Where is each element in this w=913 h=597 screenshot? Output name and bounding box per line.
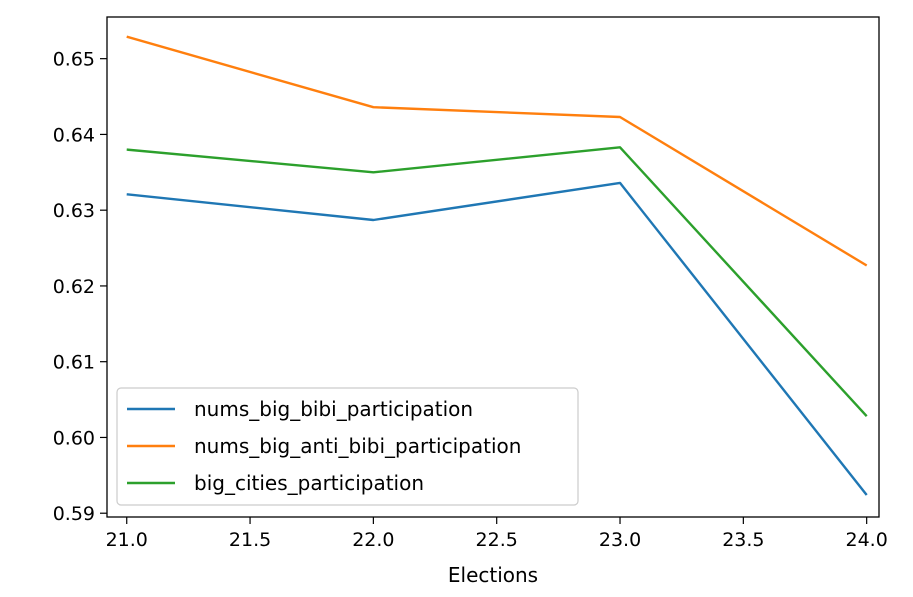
series-layer bbox=[126, 35, 868, 496]
series-line-big-cities-participation bbox=[126, 146, 868, 418]
series-line-nums-big-bibi-participation bbox=[126, 181, 868, 496]
x-tick-label: 21.5 bbox=[229, 529, 271, 551]
x-tick-label: 23.0 bbox=[599, 529, 641, 551]
x-axis-label: Elections bbox=[448, 563, 538, 587]
x-tick-label: 24.0 bbox=[846, 529, 888, 551]
legend: nums_big_bibi_participation nums_big_anti… bbox=[116, 387, 579, 506]
legend-label: nums_big_bibi_participation bbox=[194, 397, 473, 421]
y-axis-ticks: 0.59 0.60 0.61 0.62 0.63 0.64 0.65 bbox=[53, 49, 107, 525]
series-line-nums-big-anti-bibi-participation bbox=[126, 35, 868, 267]
x-tick-label: 22.5 bbox=[476, 529, 518, 551]
y-tick-label: 0.65 bbox=[53, 49, 95, 71]
y-tick-label: 0.60 bbox=[53, 427, 95, 449]
y-tick-label: 0.62 bbox=[53, 276, 95, 298]
legend-label: big_cities_participation bbox=[194, 471, 424, 495]
x-tick-label: 23.5 bbox=[722, 529, 764, 551]
legend-label: nums_big_anti_bibi_participation bbox=[194, 434, 521, 458]
x-tick-label: 21.0 bbox=[106, 529, 148, 551]
legend-box bbox=[116, 387, 579, 506]
y-tick-label: 0.59 bbox=[53, 503, 95, 525]
plot-frame bbox=[106, 16, 880, 518]
y-tick-label: 0.63 bbox=[53, 200, 95, 222]
x-axis-ticks: 21.0 21.5 22.0 22.5 23.0 23.5 24.0 bbox=[106, 517, 888, 551]
x-tick-label: 22.0 bbox=[352, 529, 394, 551]
y-tick-label: 0.61 bbox=[53, 352, 95, 374]
y-tick-label: 0.64 bbox=[53, 124, 95, 146]
